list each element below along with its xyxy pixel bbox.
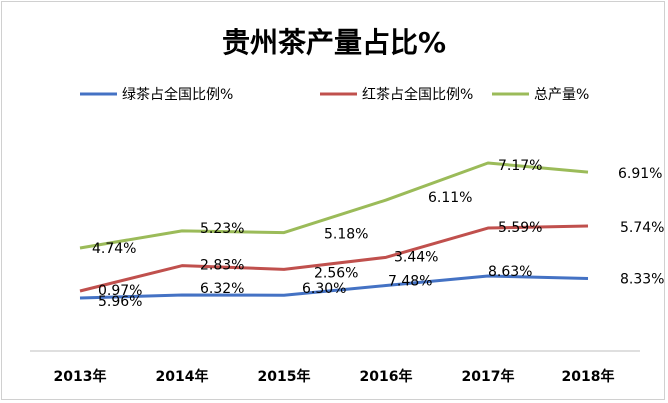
data-label: 7.48% (388, 273, 432, 289)
x-tick-label: 2013年 (54, 368, 107, 385)
x-tick-label: 2014年 (156, 368, 209, 385)
data-labels: 5.96% 6.32% 6.30% 7.48% 8.63% 8.33% 0.97% 2.83%… (92, 158, 664, 310)
chart-title: 贵州茶产量占比% (222, 26, 446, 59)
legend-label: 总产量% (534, 87, 589, 103)
data-label: 6.11% (428, 190, 472, 206)
data-label: 0.97% (98, 283, 142, 299)
data-label: 2.56% (314, 265, 358, 281)
x-tick-label: 2015年 (258, 368, 311, 385)
series-line (79, 224, 589, 293)
data-label: 5.18% (324, 227, 368, 243)
data-label: 5.74% (620, 220, 664, 236)
data-label: 6.91% (618, 166, 662, 182)
data-label: 8.63% (488, 264, 532, 280)
data-label: 7.17% (498, 158, 542, 174)
x-tick-label: 2016年 (360, 368, 413, 385)
data-label: 5.59% (498, 220, 542, 236)
data-label: 4.74% (92, 241, 136, 257)
data-label: 6.30% (302, 281, 346, 297)
data-label: 3.44% (394, 249, 438, 265)
data-label: 8.33% (620, 271, 664, 287)
series-line (79, 161, 589, 250)
legend-label: 绿茶占全国比例% (122, 86, 233, 103)
data-label: 6.32% (200, 281, 244, 297)
x-tick-label: 2018年 (562, 368, 615, 385)
x-axis-ticks: 2013年 2014年 2015年 2016年 2017年 2018年 (54, 368, 615, 385)
data-label: 2.83% (200, 258, 244, 274)
series-line (79, 274, 589, 300)
x-tick-label: 2017年 (462, 368, 515, 385)
legend-label: 红茶占全国比例% (362, 86, 473, 103)
data-label: 5.96% (98, 294, 142, 310)
series-lines (79, 161, 589, 300)
legend: 绿茶占全国比例% 红茶占全国比例% 总产量% (80, 86, 589, 103)
data-label: 5.23% (200, 221, 244, 237)
